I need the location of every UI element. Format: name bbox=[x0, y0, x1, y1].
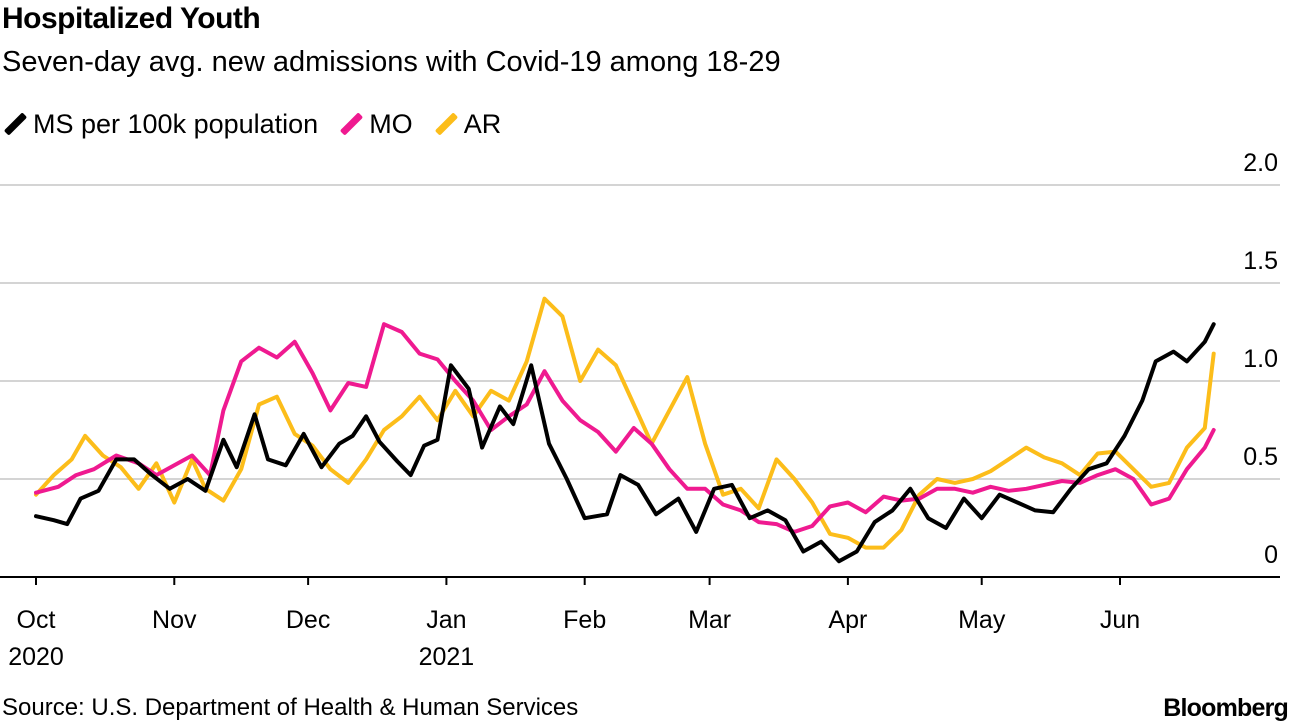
legend-label-ar: AR bbox=[463, 108, 502, 139]
y-tick-label: 1.5 bbox=[1243, 247, 1278, 275]
x-tick-label: Jun bbox=[1100, 606, 1140, 634]
x-tick-sublabel: 2021 bbox=[419, 643, 475, 671]
y-tick-label: 0.5 bbox=[1243, 443, 1278, 471]
legend-item-ar: AR bbox=[434, 108, 502, 140]
x-tick-label: Apr bbox=[828, 606, 867, 634]
legend-label-mo: MO bbox=[369, 108, 413, 139]
x-tick-label: Jan bbox=[426, 606, 466, 634]
y-tick-label: 0 bbox=[1264, 541, 1278, 569]
line-chart: 0 0.5 1.0 1.5 2.0 Oct 2020 Nov Dec Jan 2021 Feb Mar A… bbox=[0, 149, 1280, 671]
source-note: Source: U.S. Department of Health & Huma… bbox=[2, 694, 579, 721]
chart-subtitle: Seven-day avg. new admissions with Covid… bbox=[2, 46, 781, 78]
x-tick-sublabel: 2020 bbox=[8, 643, 64, 671]
brand-logo-text: Bloomberg bbox=[1163, 694, 1289, 722]
legend-item-mo: MO bbox=[340, 109, 413, 140]
y-tick-label: 2.0 bbox=[1243, 149, 1278, 177]
chart-legend: MS per 100k population MO AR bbox=[3, 106, 523, 142]
x-tick-label: Feb bbox=[563, 606, 606, 634]
series-line-0 bbox=[34, 322, 1216, 564]
x-tick-label: Dec bbox=[286, 606, 330, 634]
x-tick-label: Mar bbox=[688, 606, 731, 634]
legend-label-ms: MS per 100k population bbox=[33, 108, 319, 139]
x-tick-label: May bbox=[958, 606, 1006, 634]
x-tick-label: Oct bbox=[17, 606, 56, 634]
x-tick-label: Nov bbox=[152, 606, 197, 634]
y-tick-label: 1.0 bbox=[1243, 345, 1278, 373]
series-line-1 bbox=[34, 322, 1216, 534]
series-line-2 bbox=[34, 296, 1216, 550]
chart-title: Hospitalized Youth bbox=[2, 2, 261, 35]
legend-item-ms: MS per 100k population bbox=[3, 108, 319, 140]
